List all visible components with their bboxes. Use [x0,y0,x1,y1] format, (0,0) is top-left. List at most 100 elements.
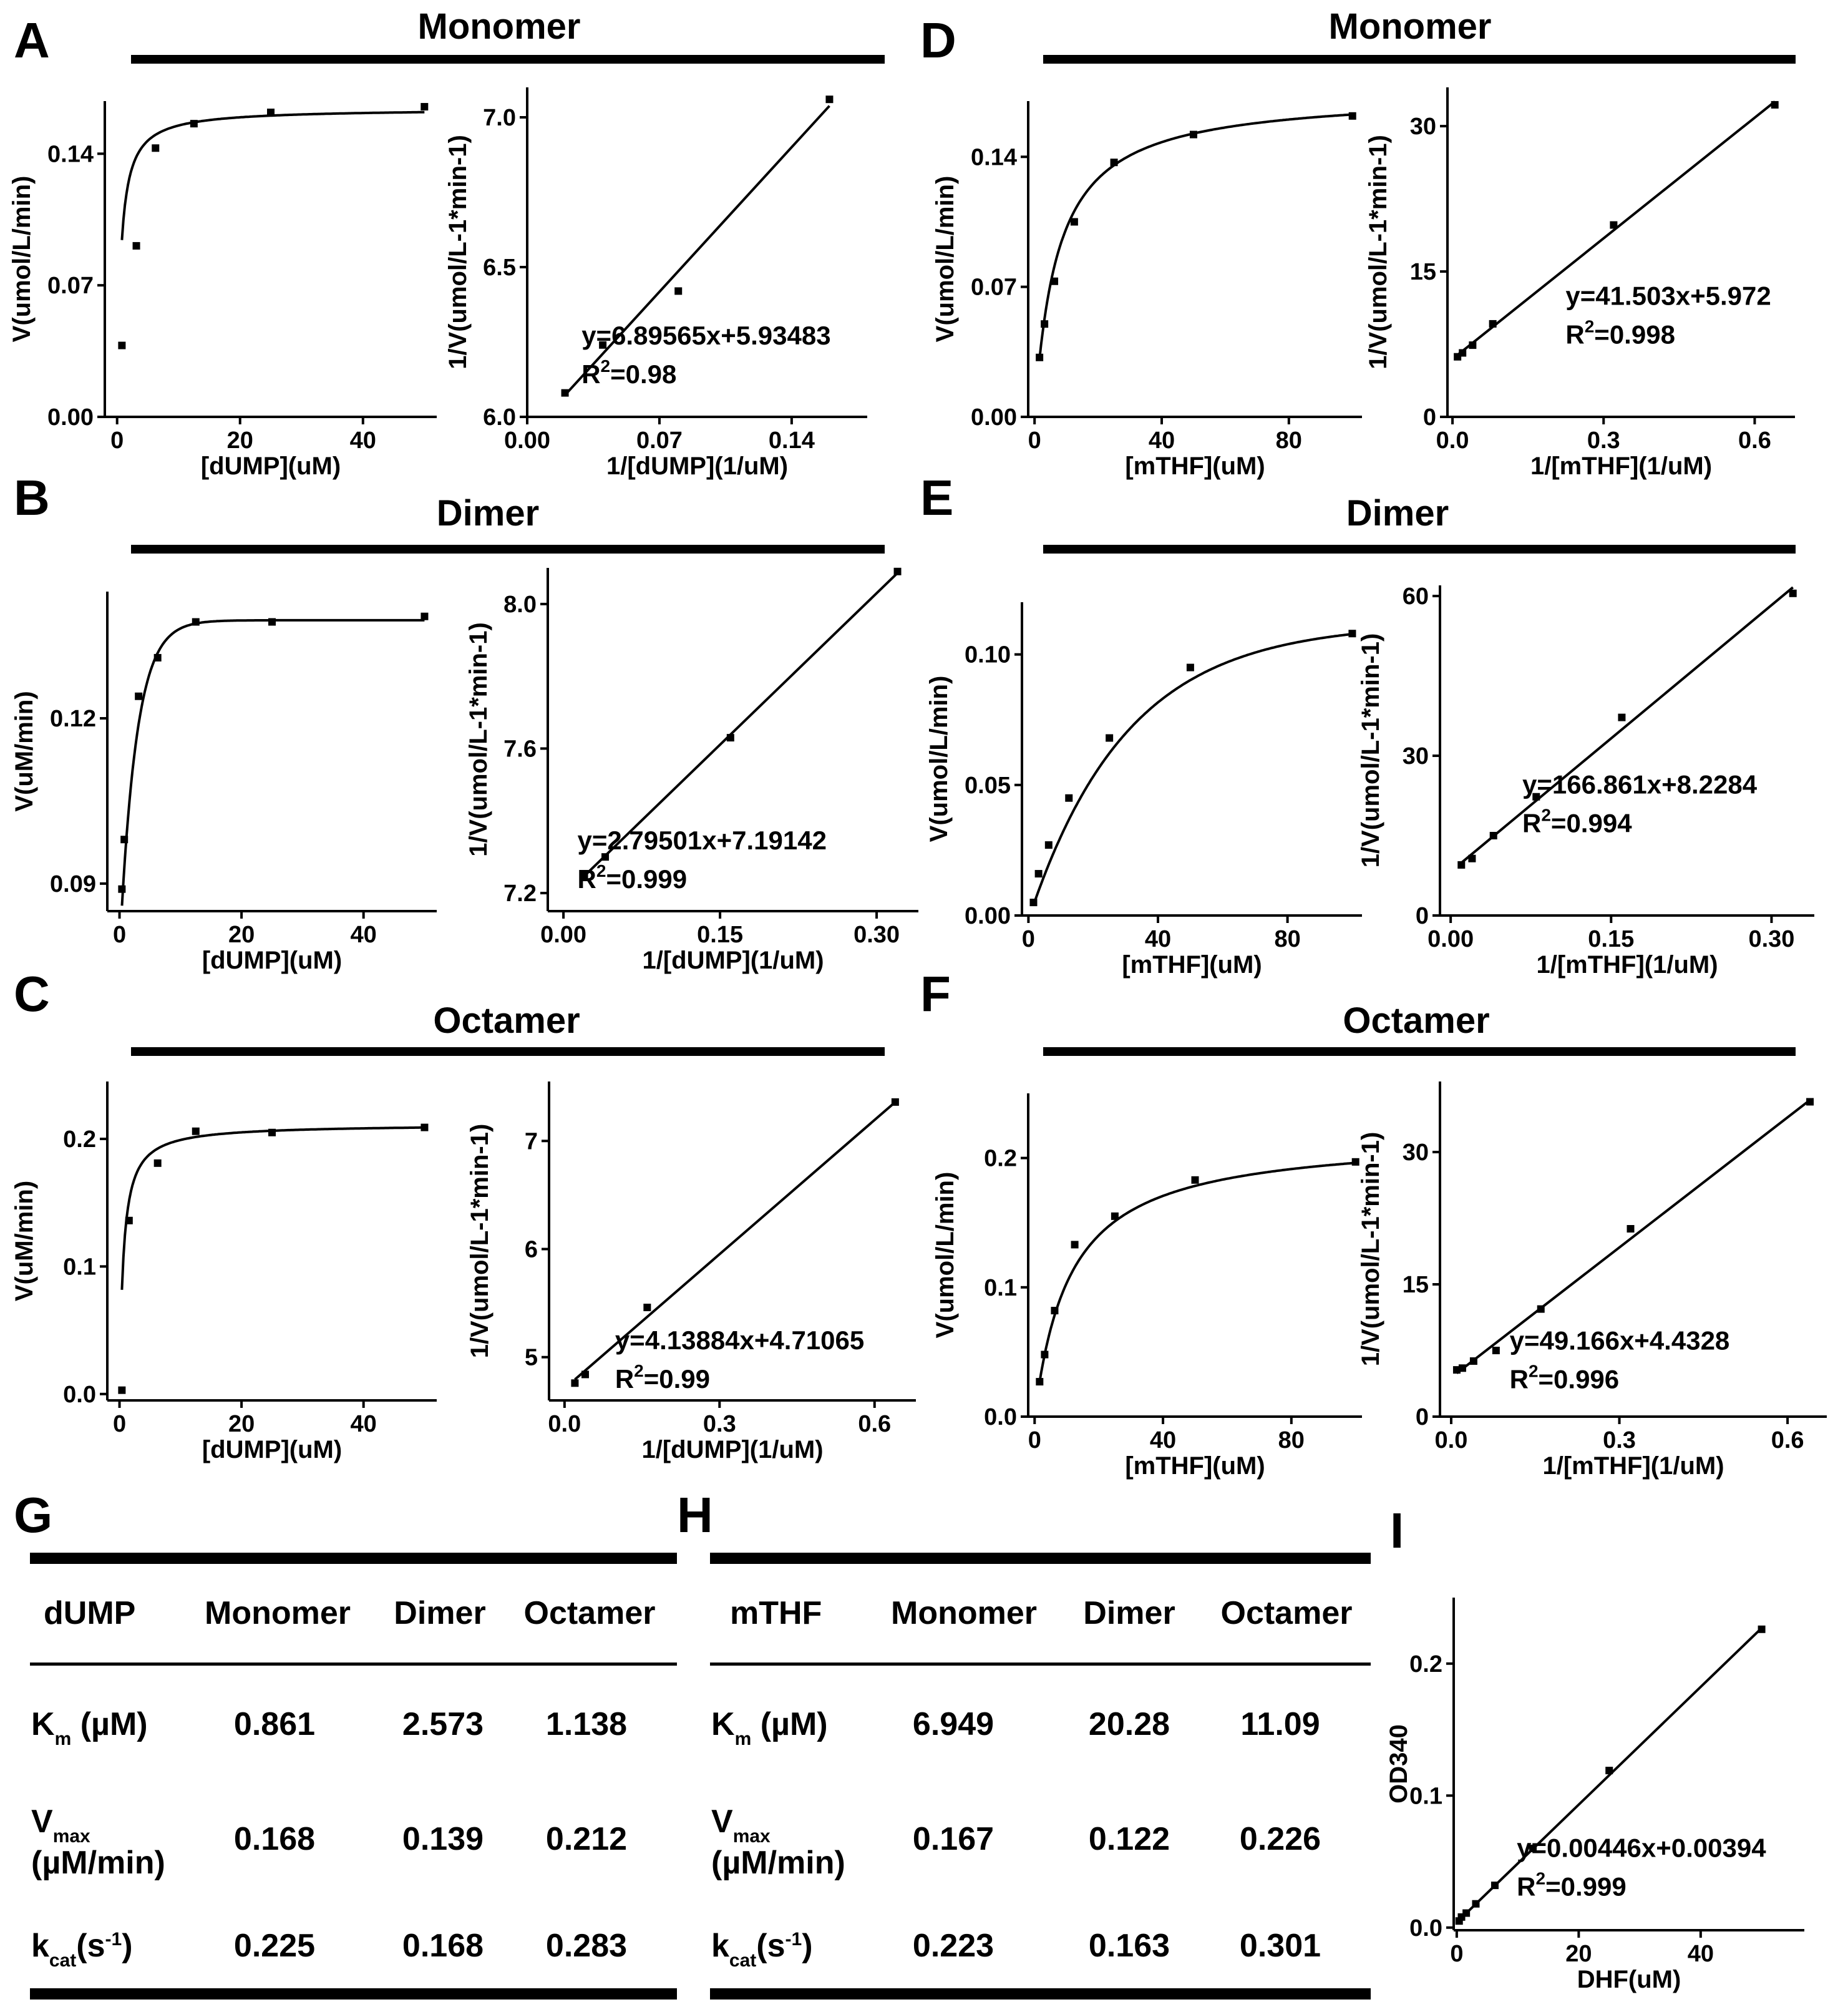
table-header-cell: Dimer [394,1595,485,1631]
table-g: dUMP Monomer Dimer Octamer Km (µM) 0.861 2.573… [30,1553,677,2000]
y-tick-label: 0.10 [965,642,1011,668]
r-squared-exponent: 2 [601,356,611,376]
y-tick-label: 0.2 [1409,1651,1442,1677]
data-point [118,885,126,893]
row-label-rest: (µM) [71,1706,147,1742]
title-bar-b [131,545,885,554]
x-tick-label: 0.0 [1436,427,1469,454]
y-axis-label: 1/V(umol/L-1*min-1) [1357,1132,1384,1367]
chart-c-left: 0 20 40 0.0 0.1 0.2 [dUMP](uM) V(uM/min) [11,1082,437,1463]
x-axis-label: [dUMP](uM) [202,1436,342,1463]
fit-line [1456,1099,1811,1374]
x-tick-label: 40 [350,427,376,454]
x-tick-label: 0 [113,922,126,948]
y-tick-label: 0.09 [50,871,96,897]
panel-letter-b: B [14,470,50,525]
x-axis-label: [mTHF](uM) [1125,1452,1265,1480]
x-axis-label: 1/[mTHF](1/uM) [1542,1452,1724,1480]
y-tick-label: 0 [1423,404,1436,431]
fit-line [1461,586,1794,864]
data-point [132,242,140,250]
fit-curve [1038,1161,1356,1382]
row-label-line2: (µM/min) [31,1845,165,1881]
x-tick-label: 20 [227,427,253,454]
data-point [1492,1347,1500,1355]
x-tick-label: 80 [1276,427,1302,454]
data-point [580,871,588,879]
row-label-main: K [31,1706,55,1742]
data-point [1036,353,1044,361]
row-label-sub: max [733,1826,771,1847]
r-squared-exponent: 2 [1541,805,1551,824]
row-label-rest: (s [756,1928,785,1964]
data-point [601,853,610,861]
row-label-sub: m [735,1729,752,1749]
tables-layer: dUMP Monomer Dimer Octamer Km (µM) 0.861 2.573… [30,1553,1371,2000]
data-point [135,692,143,700]
y-tick-label: 6 [525,1236,538,1262]
y-axis-label: V(uM/min) [11,691,38,811]
r-squared-value: =0.98 [610,359,676,389]
data-point [581,1370,589,1379]
r-squared-label: R [1517,1872,1535,1902]
data-point [1532,793,1540,801]
y-tick-label: 0.00 [47,404,94,431]
data-point [1348,630,1356,638]
title-f-octamer: Octamer [1343,1000,1489,1041]
table-bottom-rule [30,1988,677,2000]
r-squared-value: =0.994 [1551,808,1632,837]
table-row-label: Km (µM) [711,1706,828,1749]
table-cell: 0.168 [402,1928,484,1964]
y-tick-label: 7.2 [503,881,537,907]
y-tick-label: 0.07 [971,275,1017,301]
data-point [1071,1241,1079,1249]
panel-letter-f: F [920,966,951,1022]
x-tick-label: 80 [1274,926,1300,952]
y-axis-label: 1/V(umol/L-1*min-1) [444,135,472,369]
table-header-cell: dUMP [44,1595,135,1631]
table-header-cell: Monomer [891,1595,1037,1631]
r-squared: R2=0.996 [1510,1362,1620,1394]
y-tick-label: 0 [1416,1404,1429,1430]
x-tick-label: 40 [351,1411,377,1437]
data-point [1186,663,1194,671]
table-row-label: Vmax [31,1804,90,1847]
x-tick-label: 0 [1450,1941,1463,1967]
table-cell: 0.212 [546,1821,627,1857]
data-point [1469,1357,1477,1365]
table-header-cell: mTHF [730,1595,822,1631]
y-tick-label: 0.1 [63,1254,96,1280]
charts-layer: 0 20 400.000.070.14[dUMP](uM)V(umol/L/min)… [8,87,1827,1993]
data-point [1041,320,1049,328]
fit-equation: y=4.13884x+4.71065 [615,1326,864,1355]
y-tick-label: 0.00 [965,903,1011,929]
data-point [421,103,429,111]
data-point [1036,1378,1044,1386]
table-bottom-rule [710,1988,1371,2000]
y-axis-label: V(umol/L/min) [8,176,36,343]
fit-line [583,572,898,877]
chart-d-left: 0 40 80 0.00 0.07 0.14 [mTHF](uM) V(umol/L/min) [931,101,1362,480]
title-bar-f [1043,1047,1796,1056]
data-point [1191,1176,1199,1184]
table-top-rule [30,1553,677,1564]
data-point [643,1304,651,1312]
x-tick-label: 0.14 [769,427,815,454]
y-axis-label: 1/V(umol/L-1*min-1) [466,1124,494,1359]
r-squared-label: R [1565,320,1584,349]
x-axis-label: DHF(uM) [1577,1966,1681,1993]
title-bar-a [131,55,885,64]
y-tick-label: 6.5 [483,255,516,281]
data-point [1605,1767,1613,1775]
chart-b-right: 0.00 0.15 0.30 7.2 7.6 8.0 1/[dUMP](1/uM) 1/V(u… [465,567,918,974]
x-tick-label: 40 [351,922,377,948]
row-label-rest: (s [76,1928,105,1964]
y-tick-label: 30 [1403,1140,1429,1166]
panel-letter-e: E [920,470,953,525]
y-tick-label: 8.0 [503,592,537,618]
r-squared-label: R [581,359,600,389]
y-axis-label: 1/V(umol/L-1*min-1) [1357,633,1384,868]
table-cell: 0.139 [402,1821,484,1857]
data-point [1491,1882,1499,1890]
x-axis-label: [dUMP](uM) [202,947,342,974]
